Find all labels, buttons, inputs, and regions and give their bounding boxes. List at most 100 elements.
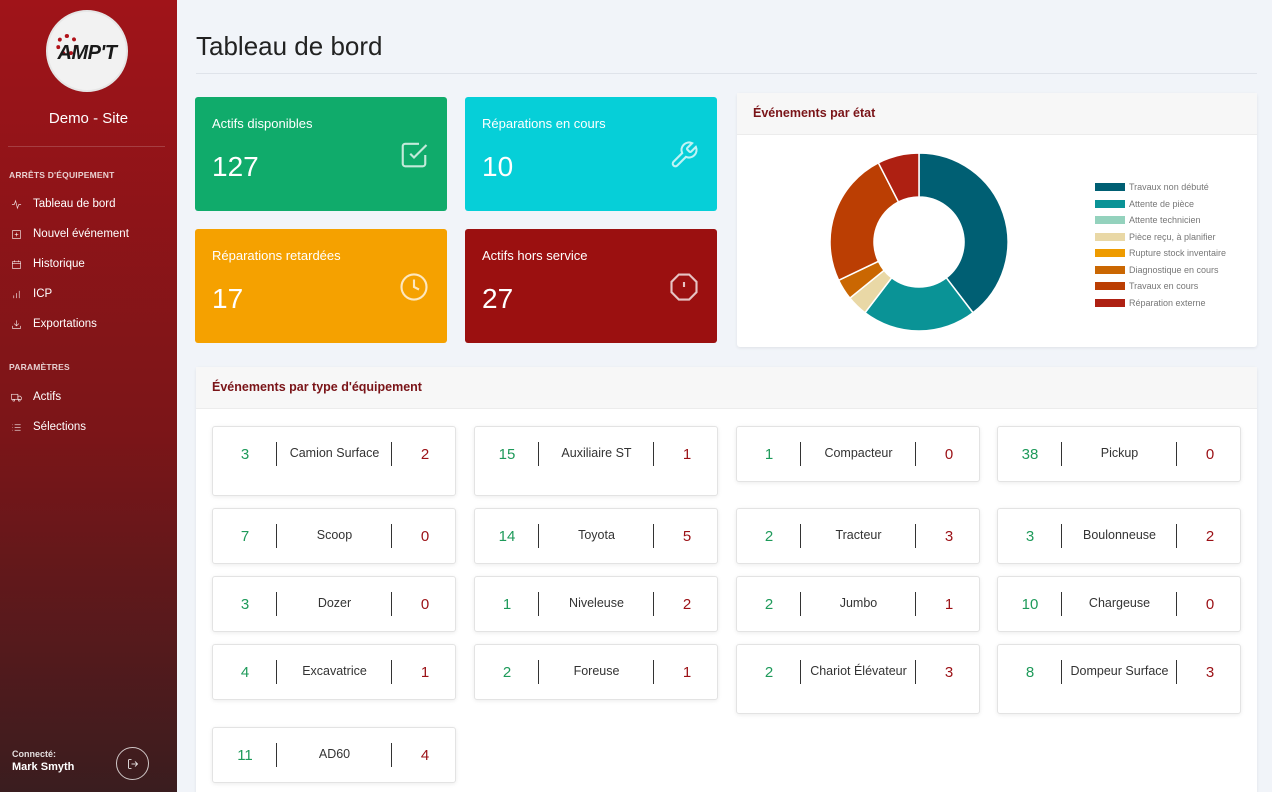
logout-button[interactable] bbox=[116, 747, 149, 780]
equipment-card[interactable]: 2 Jumbo 1 bbox=[736, 576, 980, 632]
equipment-name: Tracteur bbox=[835, 528, 882, 542]
sidebar-item-icp[interactable]: ICP bbox=[9, 284, 171, 304]
logo[interactable]: AMP'T bbox=[46, 10, 128, 92]
equipment-card[interactable]: 1 Niveleuse 2 bbox=[474, 576, 718, 632]
available-count: 38 bbox=[1021, 446, 1039, 463]
stat-card-delayed-repairs[interactable]: Réparations retardées 17 bbox=[195, 229, 447, 343]
list-icon bbox=[9, 420, 23, 434]
sidebar-item-label: Tableau de bord bbox=[33, 198, 116, 210]
divider bbox=[196, 73, 1257, 74]
available-count: 4 bbox=[240, 664, 250, 681]
equipment-card[interactable]: 3 Dozer 0 bbox=[212, 576, 456, 632]
legend-item[interactable]: Travaux non débuté bbox=[1095, 179, 1226, 196]
separator bbox=[276, 442, 277, 466]
sidebar-item-label: Exportations bbox=[33, 318, 97, 330]
out-of-service-count: 0 bbox=[420, 596, 430, 613]
legend-label: Diagnostique en cours bbox=[1129, 264, 1219, 275]
site-name: Demo - Site bbox=[48, 110, 129, 127]
pie-slice[interactable] bbox=[918, 152, 1009, 314]
equipment-card[interactable]: 7 Scoop 0 bbox=[212, 508, 456, 564]
equipment-card[interactable]: 38 Pickup 0 bbox=[997, 426, 1241, 482]
legend-label: Travaux non débuté bbox=[1129, 182, 1209, 193]
divider bbox=[8, 146, 165, 147]
separator bbox=[391, 660, 392, 684]
equipment-card[interactable]: 1 Compacteur 0 bbox=[736, 426, 980, 482]
equipment-card[interactable]: 11 AD60 4 bbox=[212, 727, 456, 783]
legend-item[interactable]: Pièce reçu, à planifier bbox=[1095, 229, 1226, 246]
separator bbox=[1176, 660, 1177, 684]
legend-item[interactable]: Réparation externe bbox=[1095, 295, 1226, 312]
sidebar-item-selections[interactable]: Sélections bbox=[9, 417, 171, 437]
calendar-icon bbox=[9, 257, 23, 271]
equipment-card[interactable]: 2 Tracteur 3 bbox=[736, 508, 980, 564]
sidebar-item-assets[interactable]: Actifs bbox=[9, 387, 171, 407]
equipment-card[interactable]: 8 Dompeur Surface 3 bbox=[997, 644, 1241, 714]
sidebar-item-new-event[interactable]: Nouvel événement bbox=[9, 224, 171, 244]
legend-item[interactable]: Travaux en cours bbox=[1095, 278, 1226, 295]
separator bbox=[276, 743, 277, 767]
equipment-card[interactable]: 3 Boulonneuse 2 bbox=[997, 508, 1241, 564]
stat-label: Actifs hors service bbox=[482, 248, 588, 263]
donut-chart bbox=[829, 152, 1009, 332]
pie-slice[interactable] bbox=[829, 161, 900, 282]
legend-item[interactable]: Rupture stock inventaire bbox=[1095, 245, 1226, 262]
out-of-service-count: 2 bbox=[420, 446, 430, 463]
equipment-card[interactable]: 4 Excavatrice 1 bbox=[212, 644, 456, 700]
truck-icon bbox=[9, 390, 23, 404]
available-count: 3 bbox=[1025, 528, 1035, 545]
separator bbox=[653, 442, 654, 466]
available-count: 2 bbox=[502, 664, 512, 681]
equipment-card[interactable]: 15 Auxiliaire ST 1 bbox=[474, 426, 718, 496]
page-title: Tableau de bord bbox=[196, 31, 383, 61]
legend-swatch bbox=[1095, 249, 1125, 258]
equipment-card[interactable]: 2 Foreuse 1 bbox=[474, 644, 718, 700]
stat-card-available-assets[interactable]: Actifs disponibles 127 bbox=[195, 97, 447, 211]
separator bbox=[538, 592, 539, 616]
stat-card-repairs-in-progress[interactable]: Réparations en cours 10 bbox=[465, 97, 717, 211]
out-of-service-count: 3 bbox=[944, 664, 954, 681]
out-of-service-count: 0 bbox=[420, 528, 430, 545]
stat-card-out-of-service[interactable]: Actifs hors service 27 bbox=[465, 229, 717, 343]
separator bbox=[391, 524, 392, 548]
equipment-name: AD60 bbox=[318, 747, 351, 761]
available-count: 15 bbox=[498, 446, 516, 463]
separator bbox=[1061, 442, 1062, 466]
legend-label: Attente technicien bbox=[1129, 215, 1201, 226]
equipment-card[interactable]: 2 Chariot Élévateur 3 bbox=[736, 644, 980, 714]
legend-item[interactable]: Attente technicien bbox=[1095, 212, 1226, 229]
available-count: 1 bbox=[502, 596, 512, 613]
legend-swatch bbox=[1095, 232, 1125, 241]
equipment-card[interactable]: 14 Toyota 5 bbox=[474, 508, 718, 564]
legend-item[interactable]: Diagnostique en cours bbox=[1095, 262, 1226, 279]
sidebar-item-exports[interactable]: Exportations bbox=[9, 314, 171, 334]
separator bbox=[800, 524, 801, 548]
separator bbox=[800, 592, 801, 616]
legend-item[interactable]: Attente de pièce bbox=[1095, 196, 1226, 213]
equipment-card[interactable]: 3 Camion Surface 2 bbox=[212, 426, 456, 496]
out-of-service-count: 0 bbox=[1205, 446, 1215, 463]
legend-label: Travaux en cours bbox=[1129, 281, 1199, 292]
equipment-name: Chariot Élévateur bbox=[810, 664, 907, 678]
separator bbox=[391, 743, 392, 767]
sidebar-item-dashboard[interactable]: Tableau de bord bbox=[9, 194, 171, 214]
legend-label: Pièce reçu, à planifier bbox=[1129, 231, 1216, 242]
available-count: 1 bbox=[764, 446, 774, 463]
legend-swatch bbox=[1095, 298, 1125, 307]
out-of-service-count: 3 bbox=[1205, 664, 1215, 681]
pie-slice[interactable] bbox=[877, 152, 920, 203]
equipment-name: Compacteur bbox=[824, 446, 893, 460]
chart-legend: Travaux non débuté Attente de pièce Attent… bbox=[1095, 179, 1226, 311]
legend-swatch bbox=[1095, 183, 1125, 192]
sidebar-item-label: ICP bbox=[33, 288, 53, 300]
sidebar-item-label: Actifs bbox=[33, 391, 62, 403]
separator bbox=[653, 660, 654, 684]
separator bbox=[800, 442, 801, 466]
user-name: Mark Smyth bbox=[12, 761, 75, 773]
separator bbox=[915, 592, 916, 616]
sidebar-item-history[interactable]: Historique bbox=[9, 254, 171, 274]
connected-label: Connecté: bbox=[12, 749, 57, 759]
separator bbox=[653, 592, 654, 616]
panel-title: Événements par état bbox=[737, 93, 1257, 135]
equipment-card[interactable]: 10 Chargeuse 0 bbox=[997, 576, 1241, 632]
separator bbox=[538, 660, 539, 684]
